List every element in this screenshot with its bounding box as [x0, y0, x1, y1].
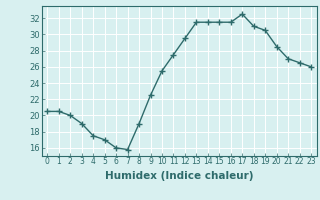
- X-axis label: Humidex (Indice chaleur): Humidex (Indice chaleur): [105, 171, 253, 181]
